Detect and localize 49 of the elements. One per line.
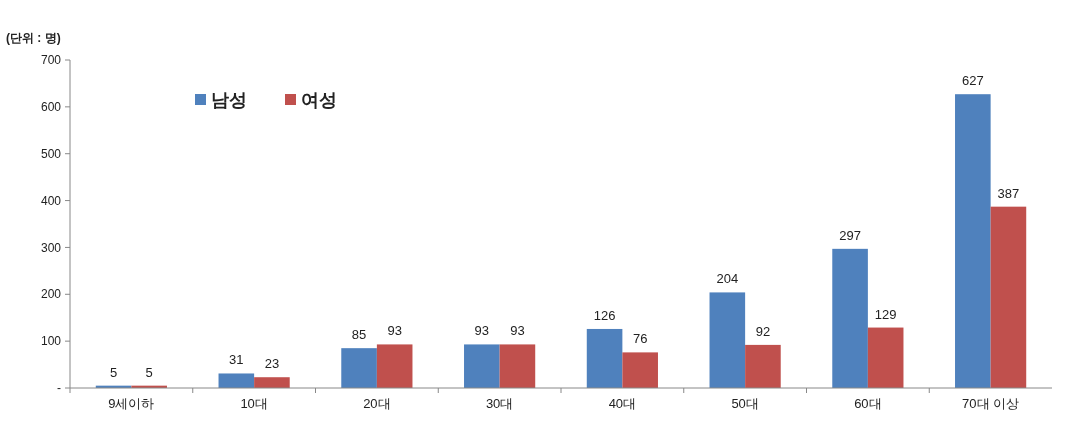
x-tick-label: 70대 이상 <box>962 396 1020 411</box>
bar <box>832 248 868 388</box>
data-label: 76 <box>632 331 648 347</box>
x-tick-label: 10대 <box>240 396 268 411</box>
bar <box>867 327 904 388</box>
bar <box>955 94 991 388</box>
data-label: 5 <box>145 364 153 380</box>
bar <box>464 344 500 388</box>
y-tick-label: 100 <box>40 334 62 349</box>
data-label: 93 <box>510 323 525 339</box>
y-tick-label: 400 <box>40 193 62 208</box>
x-tick-label: 20대 <box>363 396 391 411</box>
bar <box>745 344 781 388</box>
data-label: 5 <box>109 364 118 380</box>
legend-label: 남성 <box>211 90 247 111</box>
data-label: 93 <box>474 323 490 339</box>
x-tick-label: 60대 <box>854 396 882 411</box>
data-label: 126 <box>593 307 616 323</box>
bar <box>990 206 1027 388</box>
bar <box>254 377 290 388</box>
data-label: 204 <box>716 271 739 287</box>
data-label: 92 <box>755 323 771 339</box>
data-label: 297 <box>839 227 861 243</box>
y-axis-title: (단위 : 명) <box>6 31 61 45</box>
bar <box>709 292 746 388</box>
bar <box>586 328 623 388</box>
y-tick-label: 700 <box>40 53 62 68</box>
bar <box>499 344 536 388</box>
y-tick-label: - <box>57 381 61 396</box>
y-tick-label: 300 <box>40 240 62 255</box>
data-label: 85 <box>351 327 367 343</box>
x-tick-label: 9세이하 <box>108 396 155 411</box>
bar <box>622 352 658 388</box>
data-label: 387 <box>997 185 1020 201</box>
legend-label: 여성 <box>301 90 337 111</box>
y-tick-label: 600 <box>40 100 62 115</box>
bar <box>218 373 255 388</box>
data-label: 31 <box>229 352 244 368</box>
x-tick-label: 40대 <box>608 396 637 411</box>
bar <box>376 344 413 388</box>
data-label: 23 <box>264 356 280 372</box>
data-label: 129 <box>874 306 897 322</box>
data-label: 627 <box>961 73 984 89</box>
y-tick-label: 500 <box>40 146 62 161</box>
data-label: 93 <box>387 323 402 339</box>
y-tick-label: 200 <box>40 287 62 302</box>
bar <box>341 348 377 388</box>
x-tick-label: 30대 <box>485 396 514 411</box>
x-tick-label: 50대 <box>731 396 759 411</box>
